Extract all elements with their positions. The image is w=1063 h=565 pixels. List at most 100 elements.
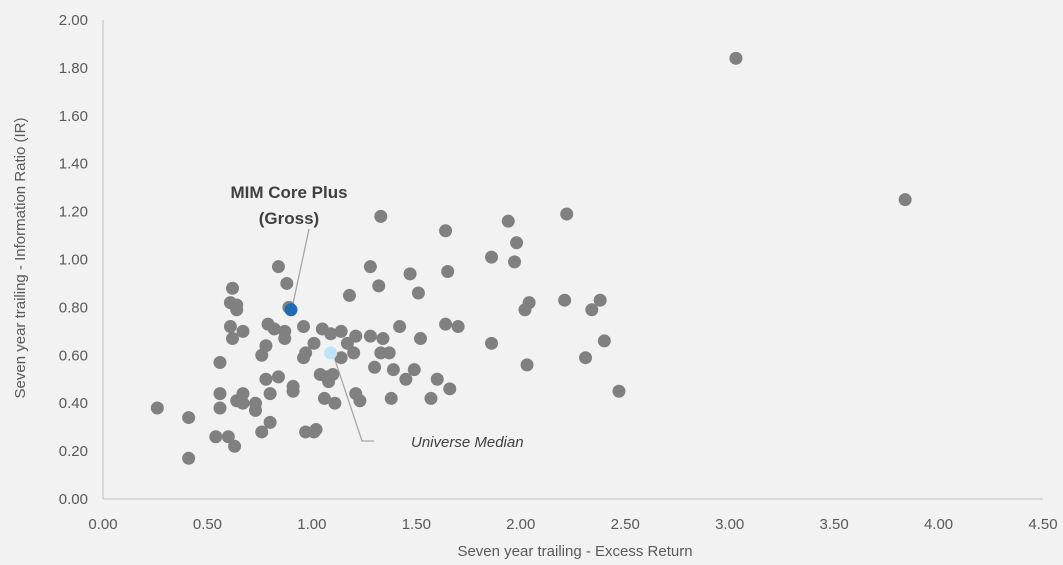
data-point <box>342 288 356 302</box>
data-point <box>226 281 240 295</box>
data-point <box>182 411 196 425</box>
x-tick-label: 2.00 <box>506 516 535 533</box>
data-point <box>213 401 227 415</box>
data-point <box>334 351 348 365</box>
y-tick-label: 0.80 <box>59 299 88 316</box>
data-point <box>424 391 438 405</box>
x-tick-label: 4.50 <box>1028 516 1057 533</box>
data-point <box>451 320 465 334</box>
data-point <box>213 387 227 401</box>
data-point <box>328 396 342 410</box>
y-tick-label: 1.60 <box>59 108 88 125</box>
data-point <box>297 320 311 334</box>
median-data-point <box>324 346 338 360</box>
highlight-annotation-line2: (Gross) <box>259 209 319 228</box>
data-point <box>309 423 323 437</box>
highlight-data-point <box>284 303 298 317</box>
data-point <box>430 372 444 386</box>
data-point <box>324 327 338 341</box>
data-point <box>372 279 386 293</box>
data-point <box>326 367 340 381</box>
data-point <box>259 339 273 353</box>
data-point <box>267 322 281 336</box>
y-tick-label: 1.40 <box>59 156 88 173</box>
highlight-annotation-line1: MIM Core Plus <box>230 183 347 202</box>
annotation-leader-lines <box>292 228 374 442</box>
data-point <box>248 403 262 417</box>
data-point <box>363 260 377 274</box>
data-point <box>384 391 398 405</box>
data-point <box>386 363 400 377</box>
data-point <box>485 250 499 264</box>
highlight-leader-line <box>292 228 310 304</box>
data-point <box>271 260 285 274</box>
data-point <box>278 332 292 346</box>
data-point <box>403 267 417 281</box>
scatter-points <box>150 51 912 465</box>
data-point <box>182 451 196 465</box>
data-point <box>560 207 574 221</box>
data-point <box>407 363 421 377</box>
x-tick-label: 0.00 <box>88 516 117 533</box>
data-point <box>213 355 227 369</box>
y-tick-label: 0.20 <box>59 443 88 460</box>
data-point <box>150 401 164 415</box>
y-tick-label: 0.60 <box>59 347 88 364</box>
data-point <box>368 360 382 374</box>
x-tick-label: 4.00 <box>924 516 953 533</box>
data-point <box>236 387 250 401</box>
median-annotation-label: Universe Median <box>411 434 524 451</box>
data-point <box>414 332 428 346</box>
x-axis-ticks: 0.00 0.50 1.00 1.50 2.00 2.50 3.00 3.50 4.00 4.50 <box>88 516 1057 533</box>
x-axis-title: Seven year trailing - Excess Return <box>457 543 692 560</box>
data-point <box>411 286 425 300</box>
data-point <box>259 372 273 386</box>
data-point <box>485 336 499 350</box>
x-tick-label: 1.50 <box>402 516 431 533</box>
data-point <box>230 303 244 317</box>
data-point <box>209 430 223 444</box>
x-tick-label: 0.50 <box>193 516 222 533</box>
data-point <box>501 214 515 228</box>
y-axis-title: Seven year trailing - Information Ratio … <box>12 118 29 399</box>
data-point <box>271 370 285 384</box>
data-point <box>558 293 572 307</box>
data-point <box>441 264 455 278</box>
y-tick-label: 2.00 <box>59 12 88 29</box>
x-tick-label: 3.50 <box>820 516 849 533</box>
data-point <box>236 324 250 338</box>
data-point <box>399 372 413 386</box>
data-point <box>317 391 331 405</box>
y-axis-ticks: 0.00 0.20 0.40 0.60 0.80 1.00 1.20 1.40 1.60 1.80… <box>59 12 88 508</box>
data-point <box>334 324 348 338</box>
data-point <box>612 384 626 398</box>
data-point <box>382 346 396 360</box>
y-tick-label: 0.00 <box>59 491 88 508</box>
data-point <box>510 236 524 250</box>
median-leader-line <box>334 358 374 442</box>
data-point <box>286 384 300 398</box>
data-point <box>443 382 457 396</box>
data-point <box>729 51 743 65</box>
data-point <box>898 193 912 207</box>
data-point <box>299 346 313 360</box>
data-point <box>347 346 361 360</box>
data-point <box>597 334 611 348</box>
data-point <box>226 332 240 346</box>
data-point <box>228 439 242 453</box>
x-tick-label: 1.00 <box>297 516 326 533</box>
data-point <box>439 224 453 238</box>
x-tick-label: 3.00 <box>715 516 744 533</box>
y-tick-label: 1.80 <box>59 60 88 77</box>
data-point <box>255 425 269 439</box>
data-point <box>307 336 321 350</box>
data-point <box>280 276 294 290</box>
data-point <box>223 320 237 334</box>
data-point <box>374 209 388 223</box>
data-point <box>363 329 377 343</box>
data-point <box>221 430 235 444</box>
data-point <box>263 387 277 401</box>
data-point <box>579 351 593 365</box>
